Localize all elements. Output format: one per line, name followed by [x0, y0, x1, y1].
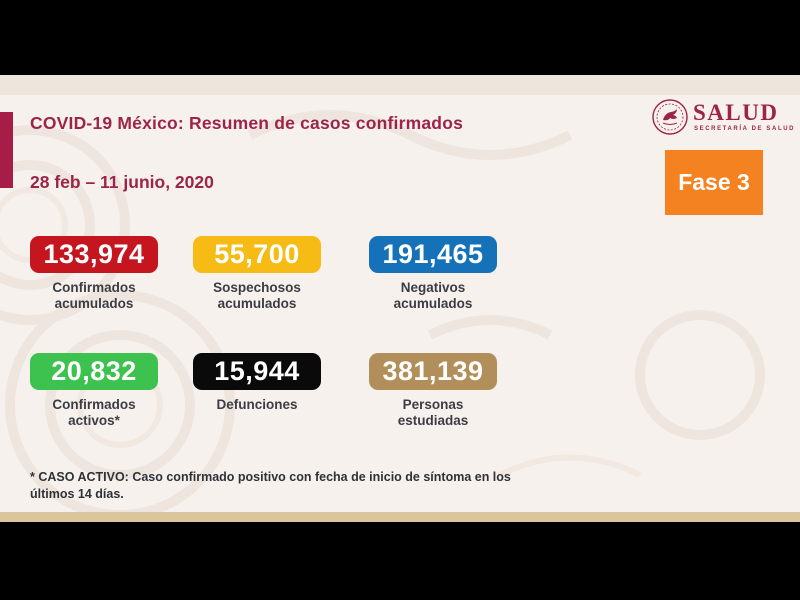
- salud-logo: SALUD SECRETARÍA DE SALUD: [651, 98, 793, 138]
- stat-value: 20,832: [30, 353, 158, 390]
- stat-value: 133,974: [30, 236, 158, 273]
- stat-value: 191,465: [369, 236, 497, 273]
- stat-value: 15,944: [193, 353, 321, 390]
- stat-defunciones: 15,944 Defunciones: [193, 353, 321, 413]
- page-title: COVID-19 México: Resumen de casos confir…: [30, 113, 464, 133]
- stat-value: 55,700: [193, 236, 321, 273]
- stat-personas-estudiadas: 381,139 Personas estudiadas: [369, 353, 497, 429]
- title-accent-bar: [0, 112, 13, 188]
- stat-confirmados-acumulados: 133,974 Confirmados acumulados: [30, 236, 158, 312]
- phase-badge: Fase 3: [665, 150, 763, 215]
- stat-label: Personas estudiadas: [397, 397, 469, 428]
- stat-label: Defunciones: [216, 397, 298, 412]
- stat-label: Negativos acumulados: [393, 280, 473, 311]
- stat-sospechosos-acumulados: 55,700 Sospechosos acumulados: [193, 236, 321, 312]
- top-letterbox: [0, 0, 800, 75]
- bottom-letterbox: [0, 522, 800, 600]
- mexico-eagle-seal-icon: [652, 99, 688, 135]
- salud-subtitle: SECRETARÍA DE SALUD: [694, 126, 796, 132]
- stat-value: 381,139: [369, 353, 497, 390]
- footnote: * CASO ACTIVO: Caso confirmado positivo …: [30, 470, 511, 501]
- stat-label: Confirmados acumulados: [52, 280, 136, 311]
- stat-confirmados-activos: 20,832 Confirmados activos*: [30, 353, 158, 429]
- stat-label: Confirmados activos*: [52, 397, 136, 428]
- bottom-tan-band: [0, 512, 800, 522]
- stat-label: Sospechosos acumulados: [213, 280, 301, 311]
- slide-background: COVID-19 México: Resumen de casos confir…: [0, 75, 800, 512]
- date-range: 28 feb – 11 junio, 2020: [30, 172, 214, 192]
- phase-label: Fase 3: [678, 169, 750, 195]
- salud-wordmark: SALUD: [693, 100, 779, 125]
- stat-negativos-acumulados: 191,465 Negativos acumulados: [369, 236, 497, 312]
